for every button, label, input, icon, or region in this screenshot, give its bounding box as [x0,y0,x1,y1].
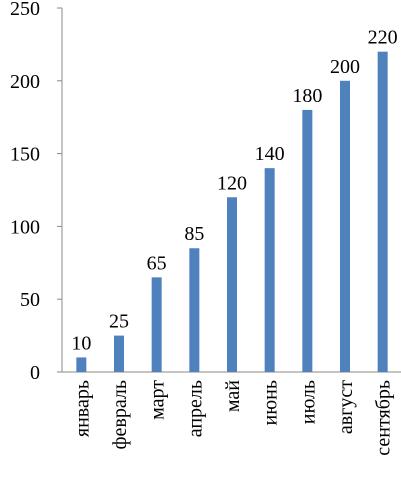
bar [377,51,388,373]
x-tick-label: январь [71,380,93,437]
data-label: 220 [368,27,398,49]
y-tick-label: 100 [10,216,40,238]
y-tick-label: 0 [30,362,40,384]
y-tick-label: 150 [10,144,40,166]
bar [189,248,200,372]
bar [151,277,162,372]
x-tick-label: март [147,380,169,420]
data-label: 85 [184,223,204,245]
bar [227,197,237,372]
x-tick-label: февраль [109,380,131,449]
bar [264,168,275,372]
y-tick-label: 50 [20,289,40,311]
x-tick-label: июль [297,380,319,424]
x-tick-label: июнь [260,380,282,425]
y-tick-label: 200 [10,71,40,93]
data-label: 65 [147,252,167,274]
bar [302,109,313,373]
bar [114,335,124,372]
y-tick-label: 250 [10,0,40,20]
data-label: 10 [71,332,91,354]
data-label: 25 [109,311,129,333]
bar [340,80,350,373]
data-label: 180 [292,85,322,107]
bar [76,357,87,372]
x-tick-label: август [335,380,357,434]
x-tick-label: май [222,380,244,412]
x-tick-label: сентябрь [373,380,395,456]
x-tick-label: апрель [184,380,206,437]
data-label: 140 [255,143,285,165]
data-label: 120 [217,172,247,194]
data-label: 200 [330,56,360,78]
